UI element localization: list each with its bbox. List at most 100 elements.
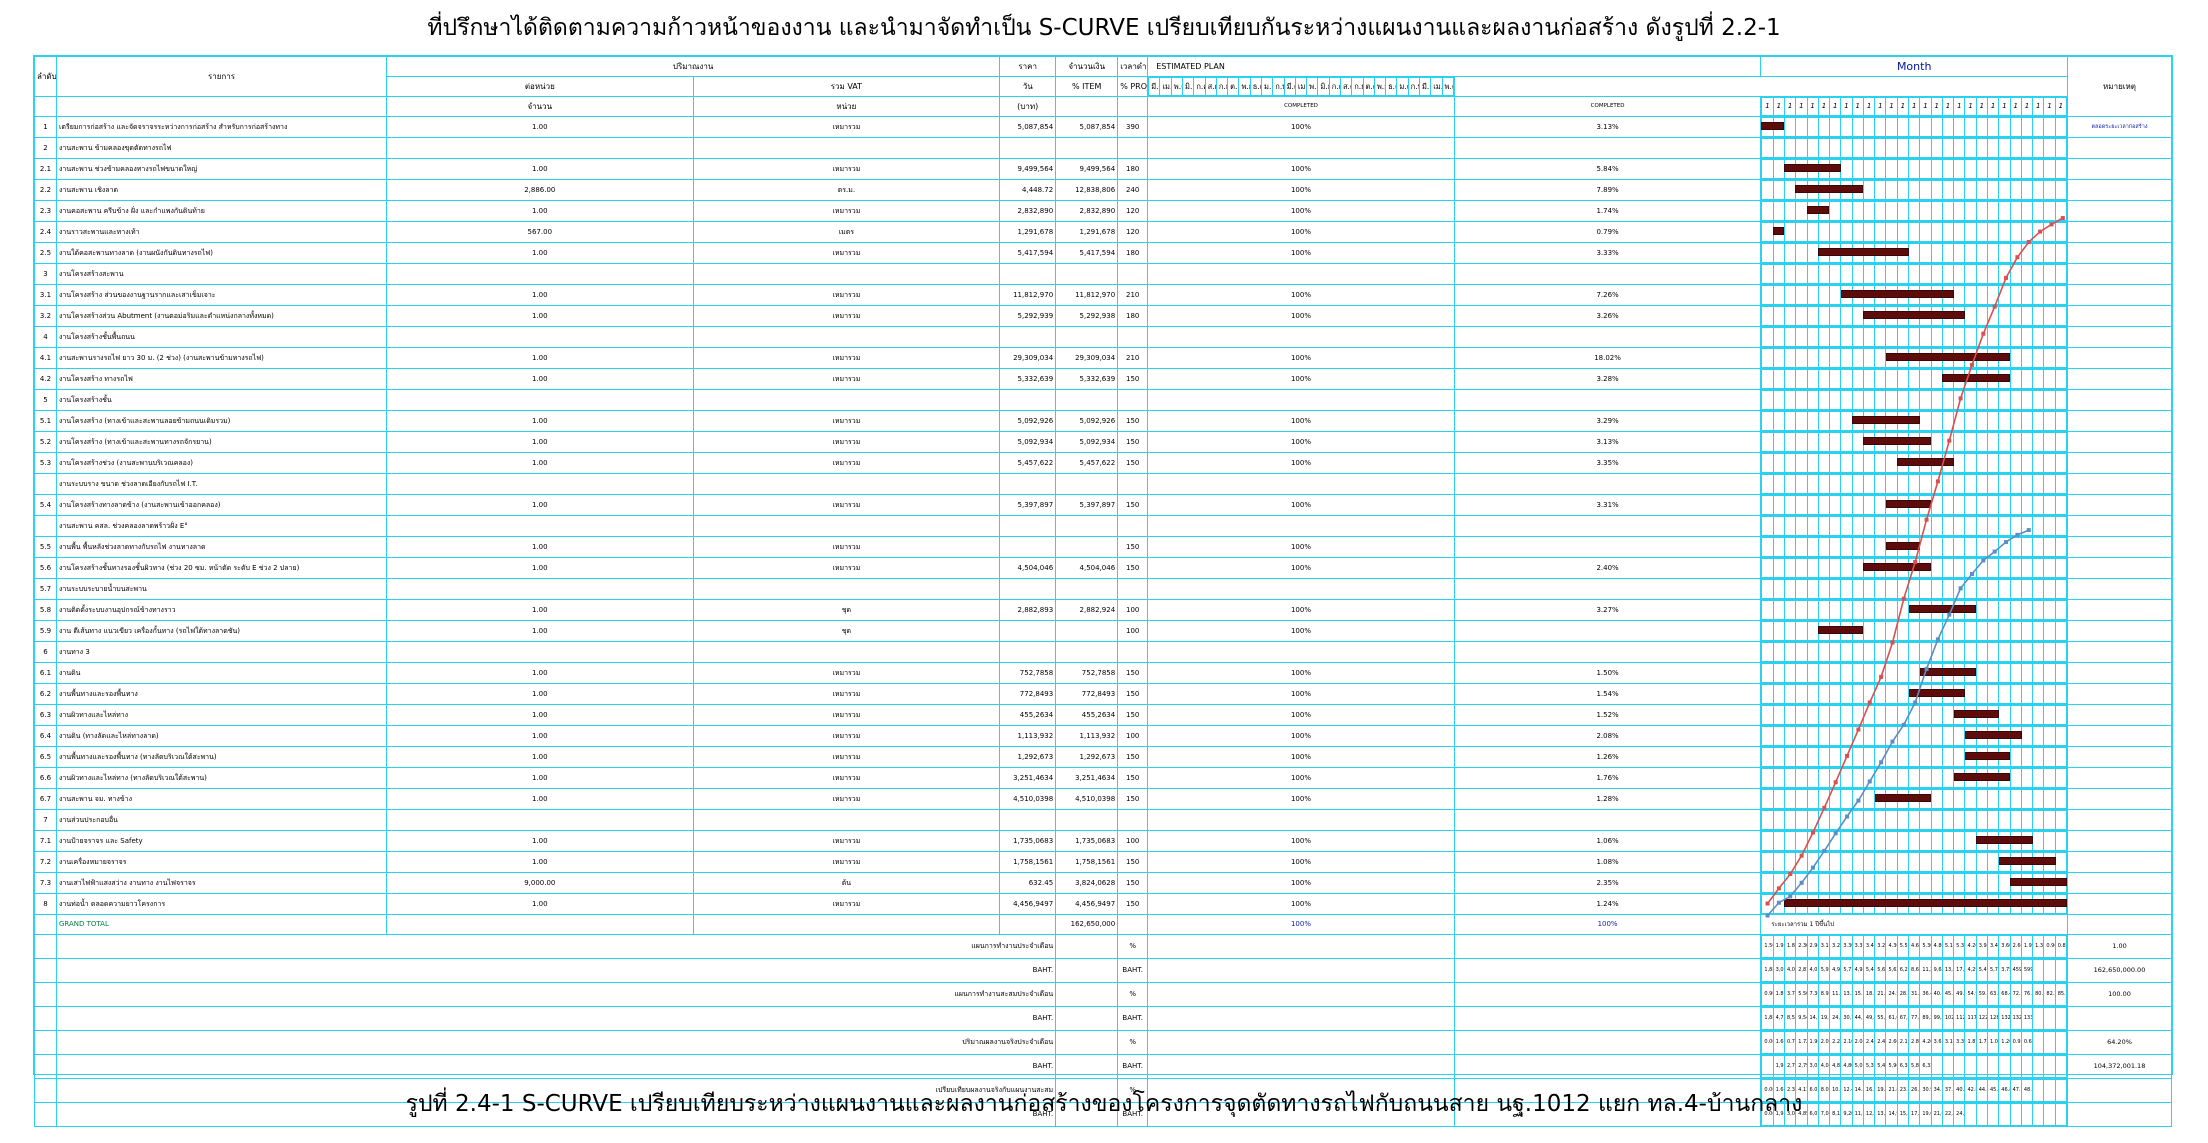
- table-row[interactable]: 2.5 งานใต้คอสะพานทางลาด (งานผนังกันดินทาง…: [34, 242, 2172, 264]
- table-row[interactable]: 7 งานส่วนประกอบอื่น: [34, 809, 2172, 831]
- footer-blank2: [1147, 1054, 1455, 1079]
- table-row[interactable]: 3.2 งานโครงสร้างส่วน Abutment (งานตอม่อริ…: [34, 305, 2172, 327]
- month-cell: [1817, 390, 1831, 410]
- table-row[interactable]: 5.3 งานโครงสร้างช่วง (งานสะพานบริเวณคลอง)…: [34, 452, 2172, 474]
- table-row[interactable]: 5.6 งานโครงสร้างชั้นทางรองชั้นผิวทาง (ช่ว…: [34, 557, 2172, 579]
- row-project-pct: 7.26%: [1453, 284, 1762, 306]
- row-item-pct: 100%: [1147, 368, 1455, 390]
- table-row[interactable]: 6.2 งานพื้นทางและรองพื้นทาง 1.00 เหมารวม 772…: [34, 683, 2172, 705]
- row-no: 4.2: [34, 368, 57, 390]
- month-cell: [2054, 852, 2067, 872]
- table-row[interactable]: 2 งานสะพาน ข้ามคลองขุดตัดทางรถไฟ: [34, 137, 2172, 159]
- row-qty: 1.00: [386, 305, 694, 327]
- row-remark: [2067, 809, 2172, 831]
- month-cell: [1795, 747, 1808, 767]
- table-row[interactable]: 6 งานทาง 3: [34, 641, 2172, 663]
- month-cell: [1806, 432, 1819, 452]
- month-cell: [1986, 285, 2000, 305]
- month-cell: [2009, 873, 2022, 893]
- month-cell: [1998, 369, 2011, 389]
- footer-value-cell: [2032, 1007, 2045, 1030]
- month-cell: [1941, 705, 1955, 725]
- footer-value-cell: 10.30%: [1829, 1079, 1842, 1102]
- footer-summary-row: BAHT.BAHT.0.00%1,939,2003,092,4004,850,6…: [34, 1102, 2172, 1127]
- table-row[interactable]: 2.3 งานคอสะพาน ครีบข้าง ฝั่ง และกำแพงกันด…: [34, 200, 2172, 222]
- table-row[interactable]: 4.2 งานโครงสร้าง ทางรถไฟ 1.00 เหมารวม 5,332,…: [34, 368, 2172, 390]
- month-cell: [1998, 222, 2011, 242]
- table-row[interactable]: 6.6 งานผิวทางและไหล่ทาง (ทางลัดบริเวณใต้ส…: [34, 767, 2172, 789]
- month-cell: [1964, 558, 1977, 578]
- month-cell: [1908, 579, 1921, 599]
- row-days: 100: [1117, 599, 1149, 621]
- footer-value-cell: 82.25%: [2043, 983, 2056, 1006]
- month-cell: [1885, 348, 1898, 368]
- table-row[interactable]: 5.7 งานระบบระบายน้ำบนสะพาน: [34, 578, 2172, 600]
- month-cell: [1998, 453, 2011, 473]
- month-cell: [1806, 243, 1819, 263]
- table-row[interactable]: 2.2 งานสะพาน เชิงลาด 2,886.00 ตร.ม. 4,448.72…: [34, 179, 2172, 201]
- row-vat: [1055, 473, 1119, 495]
- month-cell: [2009, 180, 2022, 200]
- row-item-pct: [1147, 326, 1455, 348]
- month-cell: [1817, 579, 1831, 599]
- month-cell: [1953, 516, 1966, 536]
- row-remark: [2067, 788, 2172, 810]
- month-cell: [1896, 621, 1910, 641]
- month-cell: [2032, 327, 2045, 347]
- month-cell: [1806, 390, 1819, 410]
- table-row[interactable]: 2.4 งานราวสะพานและทางเท้า 567.00 เมตร 1,291,…: [34, 221, 2172, 243]
- month-cell: [1829, 789, 1842, 809]
- footer-blank: [1055, 934, 1119, 959]
- table-row[interactable]: งานระบบราง ขนาด ช่วงลาดเอียงกับรถไฟ I.T.: [34, 473, 2172, 495]
- table-row[interactable]: 5 งานโครงสร้างชั้น: [34, 389, 2172, 411]
- row-item-pct: [1147, 641, 1455, 663]
- table-row[interactable]: 4.1 งานสะพานรางรถไฟ ยาว 30 ม. (2 ช่วง) (ง…: [34, 347, 2172, 369]
- table-row[interactable]: 6.4 งานดิน (ทางลัดและไหล่ทางลาด) 1.00 เหมาร…: [34, 725, 2172, 747]
- month-cell: [1840, 600, 1853, 620]
- table-row[interactable]: 1 เตรียมการก่อสร้าง และจัดจราจรระหว่างการ…: [34, 116, 2172, 138]
- row-days: [1117, 473, 1149, 495]
- month-cell: [1896, 474, 1910, 494]
- footer-value-cell: 3,022,900: [1806, 1055, 1819, 1078]
- table-row[interactable]: 3.1 งานโครงสร้าง ส่วนของงานฐานรากและเสาเข…: [34, 284, 2172, 306]
- month-cell: [1817, 768, 1831, 788]
- footer-value-cell: 2.00%: [1851, 1031, 1864, 1054]
- row-days: 150: [1117, 746, 1149, 768]
- table-row[interactable]: 2.1 งานสะพาน ช่วงข้ามคลองทางรถไฟขนาดใหญ่ 1…: [34, 158, 2172, 180]
- month-cell: [1998, 474, 2011, 494]
- table-row[interactable]: 5.4 งานโครงสร้างทางลาดข้าง (งานสะพานเข้าอ…: [34, 494, 2172, 516]
- table-row[interactable]: 5.1 งานโครงสร้าง (ทางเข้าและสะพานลอยข้ามถ…: [34, 410, 2172, 432]
- month-cell: [1862, 117, 1876, 137]
- month-cell: [1761, 348, 1774, 368]
- month-cell: [1840, 264, 1853, 284]
- table-row[interactable]: 5.8 งานติดตั้งระบบงานอุปกรณ์ข้างทางราว 1.0…: [34, 599, 2172, 621]
- footer-blank: [1055, 958, 1119, 983]
- table-row[interactable]: 6.3 งานผิวทางและไหล่ทาง 1.00 เหมารวม 455,263…: [34, 704, 2172, 726]
- table-row[interactable]: 4 งานโครงสร้างชั้นพื้นถนน: [34, 326, 2172, 348]
- footer-value-cell: 0.80%: [2054, 935, 2067, 958]
- month-cell: [1851, 117, 1864, 137]
- table-row[interactable]: 7.3 งานเสาไฟฟ้าแสงสว่าง งานทาง งานไฟจราจร…: [34, 872, 2172, 894]
- table-row[interactable]: 6.5 งานพื้นทางและรองพื้นทาง (ทางลัดบริเวณ…: [34, 746, 2172, 768]
- table-row[interactable]: 7.1 งานป้ายจราจร และ Safety 1.00 เหมารวม 1,7…: [34, 830, 2172, 852]
- row-qty: 1.00: [386, 683, 694, 705]
- gt-price: [999, 914, 1057, 935]
- month-cell: [1772, 495, 1785, 515]
- table-row[interactable]: 6.7 งานสะพาน จม. ทางข้าง 1.00 เหมารวม 4,510,…: [34, 788, 2172, 810]
- table-row[interactable]: 5.5 งานพื้น พื้นหลังช่วงลาดทางกับรถไฟ งาน…: [34, 536, 2172, 558]
- table-row[interactable]: 5.9 งาน ตีเส้นทาง แนวเขียว เครื่องกั้นทาง…: [34, 620, 2172, 642]
- month-cell: [1919, 894, 1932, 914]
- table-row[interactable]: 5.2 งานโครงสร้าง (ทางเข้าและสะพานทางรถจัก…: [34, 431, 2172, 453]
- month-cell: [1795, 663, 1808, 683]
- table-row[interactable]: 6.1 งานดิน 1.00 เหมารวม 752,7858 752,7858 150 1…: [34, 662, 2172, 684]
- table-row[interactable]: งานสะพาน คสล. ช่วงคลองลาดพร้าวฝั่ง E°: [34, 515, 2172, 537]
- month-cell: [2043, 768, 2056, 788]
- table-row[interactable]: 7.2 งานเครื่องหมายจราจร 1.00 เหมารวม 1,758,1…: [34, 851, 2172, 873]
- month-cell: [1806, 180, 1819, 200]
- footer-blank: [1055, 1006, 1119, 1031]
- row-remark: [2067, 431, 2172, 453]
- table-row[interactable]: 3 งานโครงสร้างสะพาน: [34, 263, 2172, 285]
- table-row[interactable]: 8 งานท่อน้ำ ตลอดความยาวโครงการ 1.00 เหมารวม…: [34, 893, 2172, 915]
- row-no: 5.1: [34, 410, 57, 432]
- month-cell: [1941, 516, 1955, 536]
